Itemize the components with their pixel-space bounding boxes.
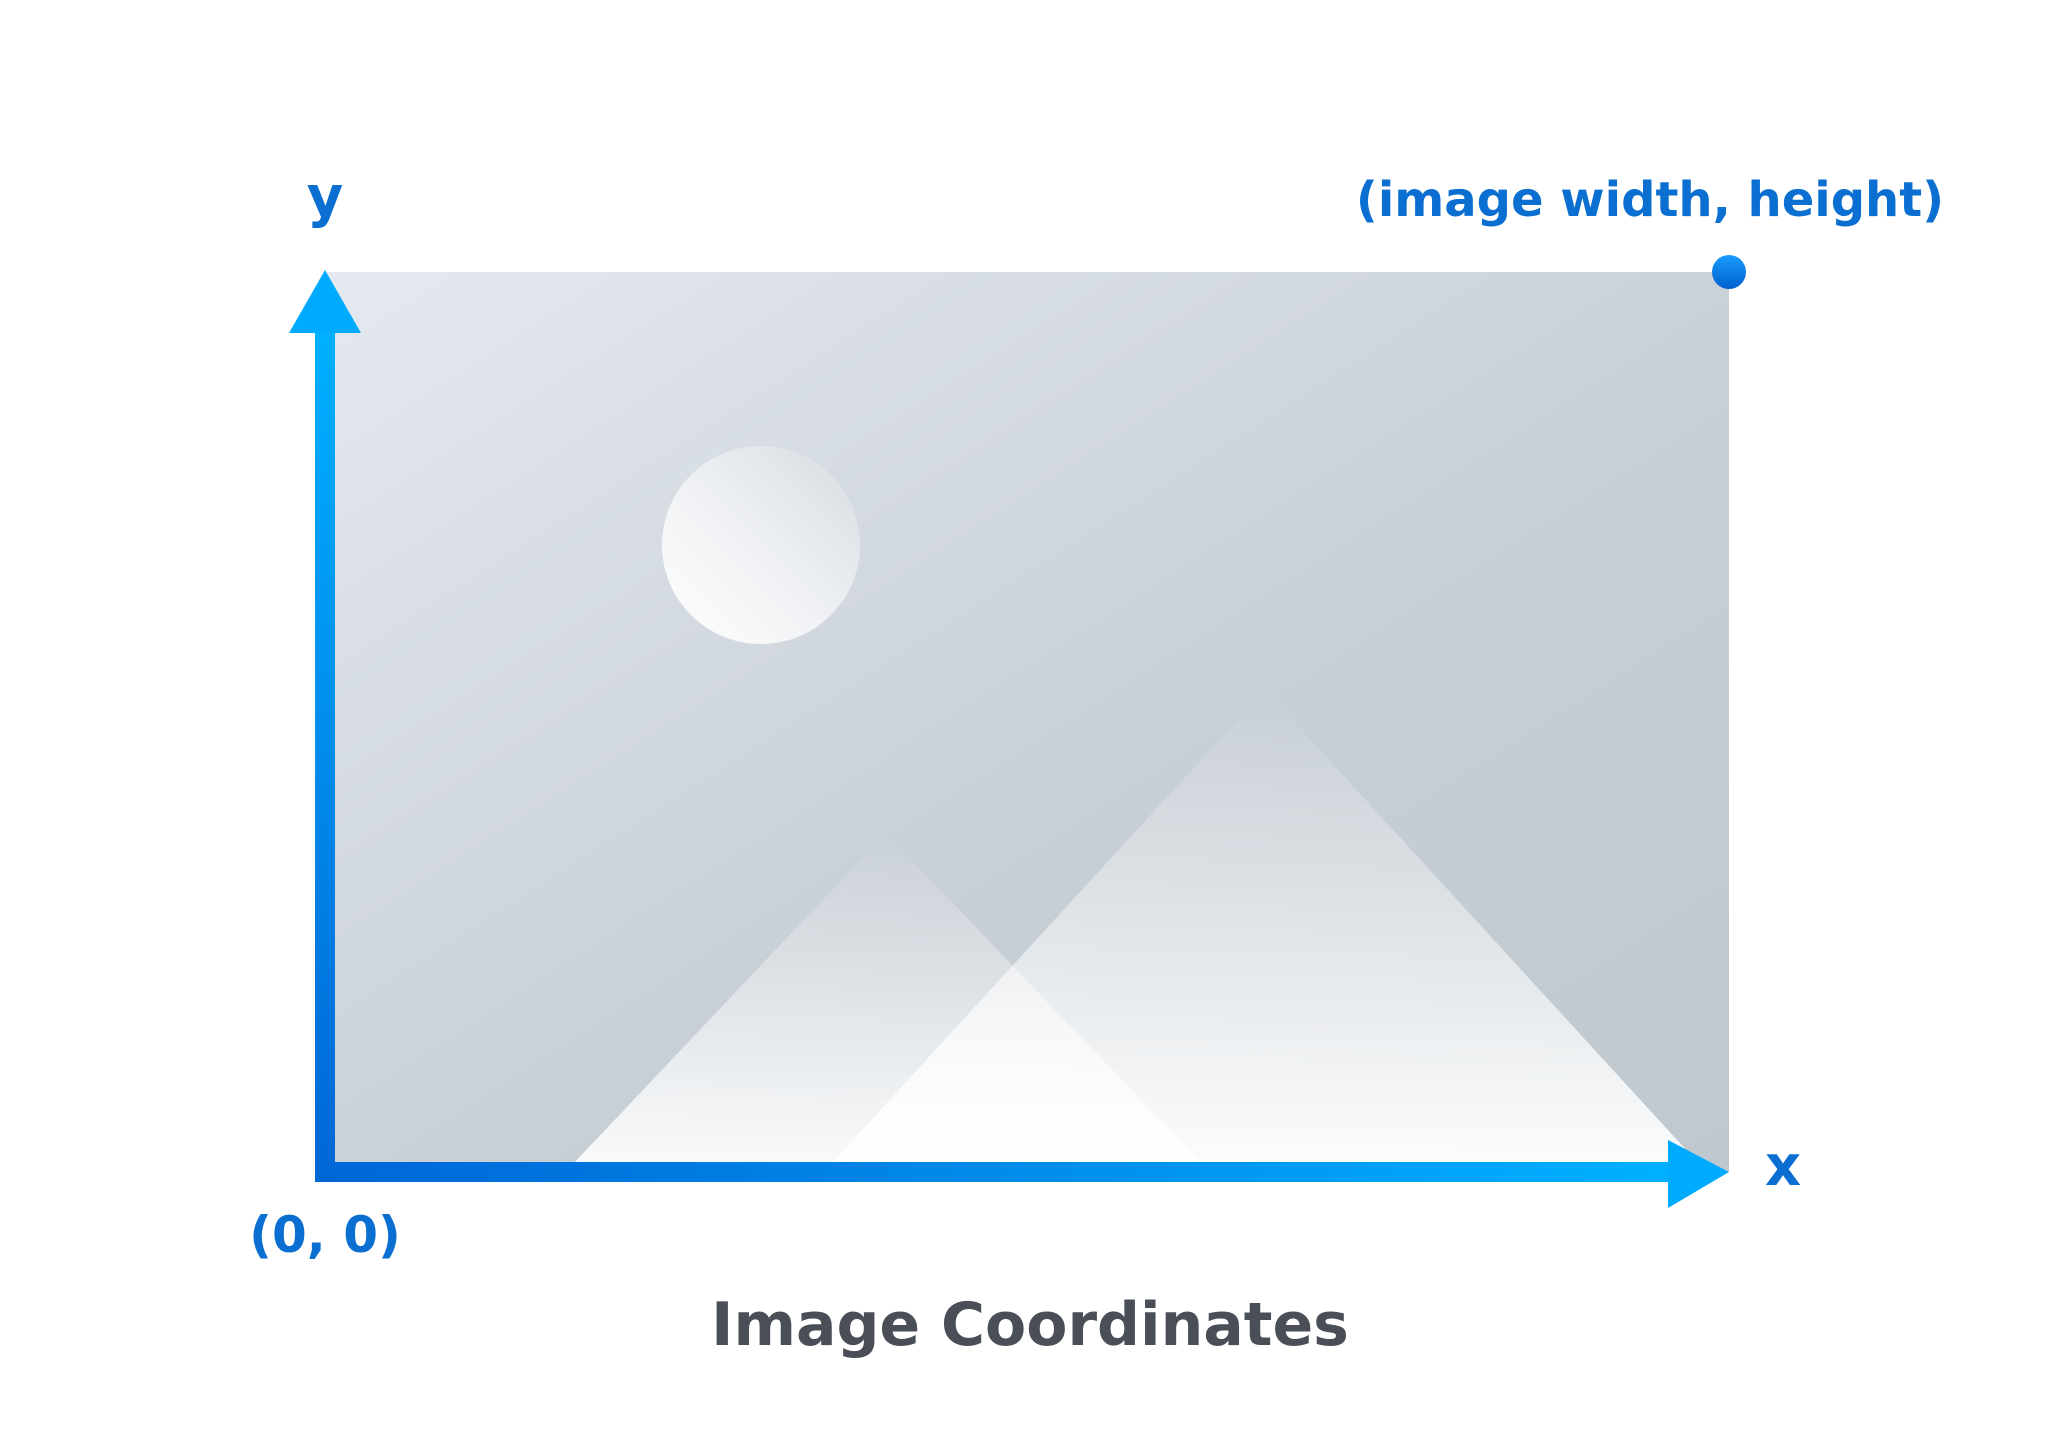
y-axis-label: y <box>307 165 344 230</box>
sun-shape <box>662 446 860 644</box>
y-axis <box>289 270 361 1182</box>
corner-coordinate-label: (image width, height) <box>1356 172 1944 228</box>
corner-point-marker <box>1712 255 1746 289</box>
x-axis-arrowhead <box>1668 1140 1729 1208</box>
origin-coordinate-label: (0, 0) <box>249 1206 401 1264</box>
x-axis-label: x <box>1765 1134 1801 1199</box>
y-axis-line <box>315 330 335 1182</box>
x-axis <box>315 1140 1729 1208</box>
y-axis-arrowhead <box>289 270 361 333</box>
x-axis-line <box>315 1162 1673 1182</box>
diagram-title: Image Coordinates <box>711 1290 1349 1360</box>
image-placeholder-icon <box>325 272 1729 1172</box>
front-mountain-shape <box>830 690 1700 1165</box>
